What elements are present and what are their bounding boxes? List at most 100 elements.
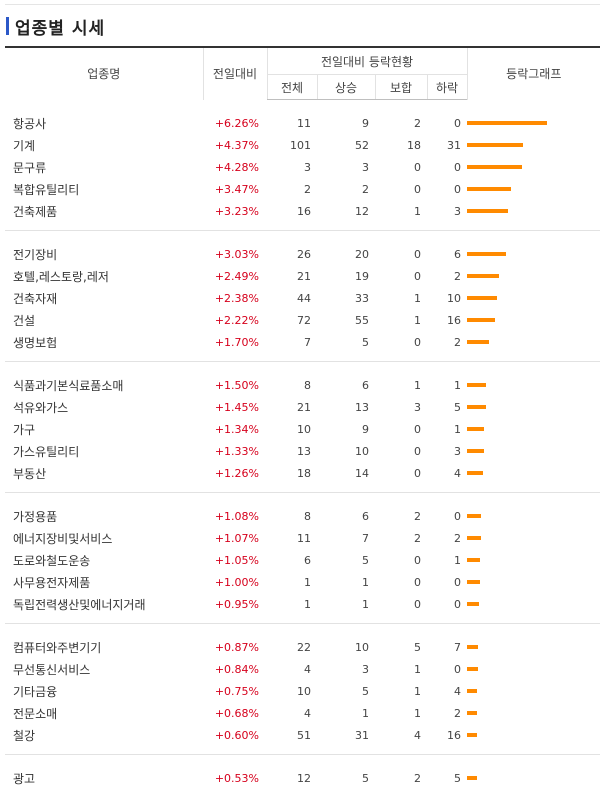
down-count: 1 — [427, 549, 467, 571]
up-count: 1 — [317, 571, 375, 593]
change-bar — [467, 318, 495, 322]
sector-name-link[interactable]: 문구류 — [5, 156, 203, 178]
change-value: +4.28% — [203, 156, 267, 178]
sector-name-link[interactable]: 가정용품 — [5, 505, 203, 527]
total-count: 1 — [267, 571, 317, 593]
sector-name-link[interactable]: 건축제품 — [5, 200, 203, 222]
total-count: 10 — [267, 418, 317, 440]
change-bar — [467, 405, 486, 409]
sector-name-link[interactable]: 건축자재 — [5, 287, 203, 309]
sector-name-link[interactable]: 도로와철도운송 — [5, 549, 203, 571]
graph-cell — [467, 134, 600, 156]
sector-name-link[interactable]: 기타금융 — [5, 680, 203, 702]
flat-count: 0 — [375, 571, 427, 593]
up-count: 1 — [317, 702, 375, 724]
group-spacer — [5, 362, 600, 375]
col-header-up: 상승 — [317, 75, 375, 100]
sector-name-link[interactable]: 가구 — [5, 418, 203, 440]
sector-name-link[interactable]: 건설 — [5, 309, 203, 331]
sector-name-link[interactable]: 컴퓨터와주변기기 — [5, 636, 203, 658]
change-bar — [467, 165, 522, 169]
down-count: 3 — [427, 200, 467, 222]
graph-cell — [467, 112, 600, 134]
down-count: 16 — [427, 309, 467, 331]
change-bar — [467, 667, 478, 671]
change-value: +0.53% — [203, 767, 267, 789]
down-count: 0 — [427, 593, 467, 615]
flat-count: 0 — [375, 593, 427, 615]
graph-cell — [467, 331, 600, 353]
change-value: +3.03% — [203, 243, 267, 265]
down-count: 10 — [427, 287, 467, 309]
flat-count: 1 — [375, 374, 427, 396]
up-count: 3 — [317, 156, 375, 178]
total-count: 11 — [267, 527, 317, 549]
flat-count: 0 — [375, 156, 427, 178]
sector-name-link[interactable]: 광고 — [5, 767, 203, 789]
sector-name-link[interactable]: 에너지장비및서비스 — [5, 527, 203, 549]
sector-name-link[interactable]: 기계 — [5, 134, 203, 156]
down-count: 0 — [427, 505, 467, 527]
sector-table: 업종명 전일대비 전일대비 등락현황 등락그래프 전체 상승 보합 하락 항공사… — [5, 46, 600, 789]
sector-name-link[interactable]: 사무용전자제품 — [5, 571, 203, 593]
change-value: +4.37% — [203, 134, 267, 156]
sector-name-link[interactable]: 독립전력생산및에너지거래 — [5, 593, 203, 615]
graph-cell — [467, 571, 600, 593]
graph-cell — [467, 549, 600, 571]
total-count: 18 — [267, 462, 317, 484]
sector-name-link[interactable]: 호텔,레스토랑,레저 — [5, 265, 203, 287]
down-count: 4 — [427, 680, 467, 702]
sector-name-link[interactable]: 철강 — [5, 724, 203, 746]
col-header-flat: 보합 — [375, 75, 427, 100]
sector-name-link[interactable]: 전기장비 — [5, 243, 203, 265]
down-count: 3 — [427, 440, 467, 462]
sector-name-link[interactable]: 부동산 — [5, 462, 203, 484]
flat-count: 2 — [375, 767, 427, 789]
sector-name-link[interactable]: 가스유틸리티 — [5, 440, 203, 462]
col-header-name: 업종명 — [5, 47, 203, 100]
flat-count: 2 — [375, 527, 427, 549]
graph-cell — [467, 243, 600, 265]
change-value: +1.26% — [203, 462, 267, 484]
sector-name-link[interactable]: 식품과기본식료품소매 — [5, 374, 203, 396]
sector-name-link[interactable]: 생명보험 — [5, 331, 203, 353]
sector-name-link[interactable]: 항공사 — [5, 112, 203, 134]
down-count: 0 — [427, 658, 467, 680]
sector-name-link[interactable]: 석유와가스 — [5, 396, 203, 418]
sector-name-link[interactable]: 전문소매 — [5, 702, 203, 724]
sector-name-link[interactable]: 무선통신서비스 — [5, 658, 203, 680]
total-count: 26 — [267, 243, 317, 265]
down-count: 4 — [427, 462, 467, 484]
change-bar — [467, 580, 480, 584]
change-value: +3.23% — [203, 200, 267, 222]
down-count: 5 — [427, 767, 467, 789]
change-value: +2.49% — [203, 265, 267, 287]
sector-name-link[interactable]: 복합유틸리티 — [5, 178, 203, 200]
